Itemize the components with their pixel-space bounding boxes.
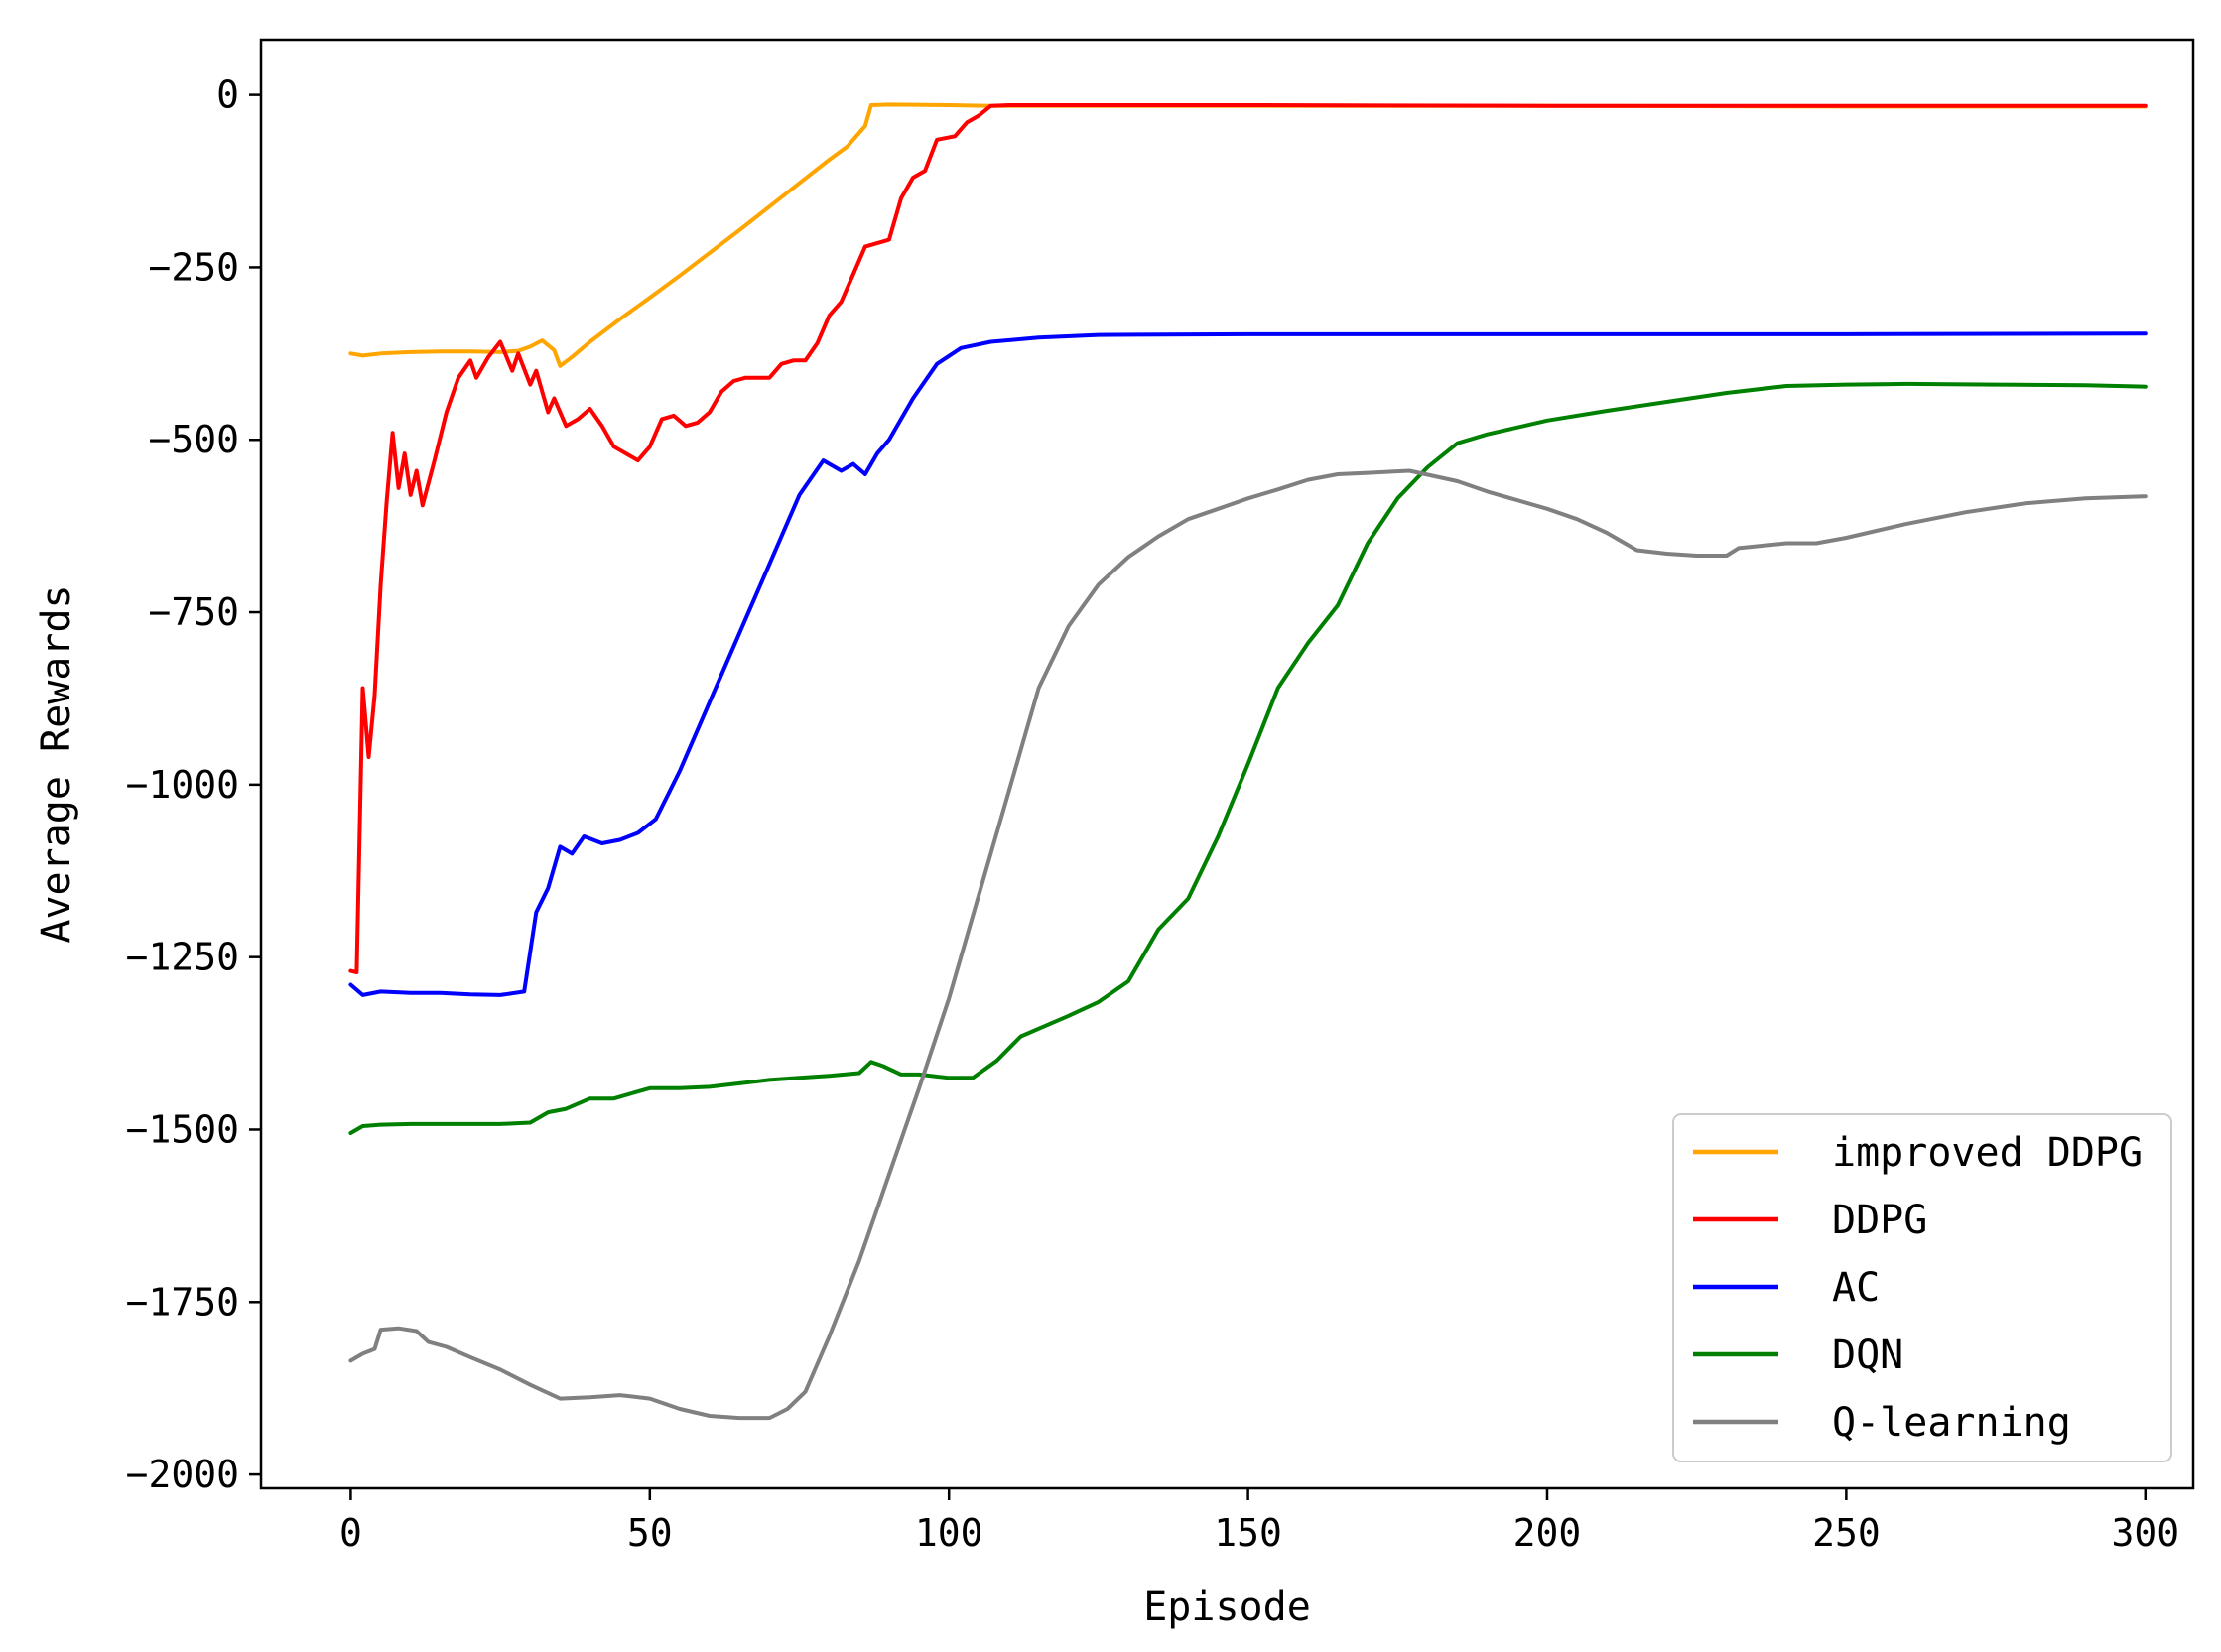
series-line-ac bbox=[348, 331, 2148, 997]
legend-label: DDPG bbox=[1832, 1198, 1927, 1243]
x-axis-label: Episode bbox=[1143, 1585, 1311, 1630]
y-tick-label: 0 bbox=[216, 73, 239, 117]
x-tick-label: 0 bbox=[339, 1511, 362, 1555]
y-tick-label: −250 bbox=[148, 245, 239, 289]
x-tick-label: 50 bbox=[627, 1511, 673, 1555]
legend-box bbox=[1672, 1113, 2172, 1462]
x-axis: 0 50 100 150 200 250 300 bbox=[339, 1488, 2179, 1555]
x-tick-label: 250 bbox=[1812, 1511, 1881, 1555]
x-tick-label: 150 bbox=[1214, 1511, 1282, 1555]
y-tick-label: −2000 bbox=[126, 1453, 239, 1496]
y-tick-label: −500 bbox=[148, 418, 239, 461]
series-line-q-learning bbox=[348, 468, 2148, 1421]
legend-label: AC bbox=[1832, 1265, 1880, 1311]
y-tick-label: −1000 bbox=[126, 763, 239, 807]
y-axis: 0 −250 −500 −750 −1000 −1250 −1500 −1750 −2000 bbox=[126, 73, 261, 1496]
legend: improved DDPG DDPG AC DQN Q-learning bbox=[1672, 1113, 2172, 1462]
y-tick-label: −1750 bbox=[126, 1280, 239, 1324]
series-line-dqn bbox=[348, 381, 2148, 1135]
y-tick-label: −1500 bbox=[126, 1107, 239, 1151]
x-tick-label: 100 bbox=[915, 1511, 983, 1555]
legend-label: Q-learning bbox=[1832, 1400, 2071, 1446]
x-tick-label: 300 bbox=[2111, 1511, 2179, 1555]
legend-label: DQN bbox=[1832, 1333, 1903, 1378]
series-line-ddpg bbox=[348, 103, 2148, 974]
plot-frame bbox=[259, 38, 2195, 1490]
series-line-improved-ddpg bbox=[348, 102, 2148, 368]
y-tick-label: −1250 bbox=[126, 936, 239, 979]
plot-series bbox=[348, 102, 2148, 1421]
y-axis-label: Average Rewards bbox=[34, 584, 79, 943]
x-tick-label: 200 bbox=[1513, 1511, 1582, 1555]
y-tick-label: −750 bbox=[148, 590, 239, 634]
legend-label: improved DDPG bbox=[1832, 1130, 2143, 1176]
